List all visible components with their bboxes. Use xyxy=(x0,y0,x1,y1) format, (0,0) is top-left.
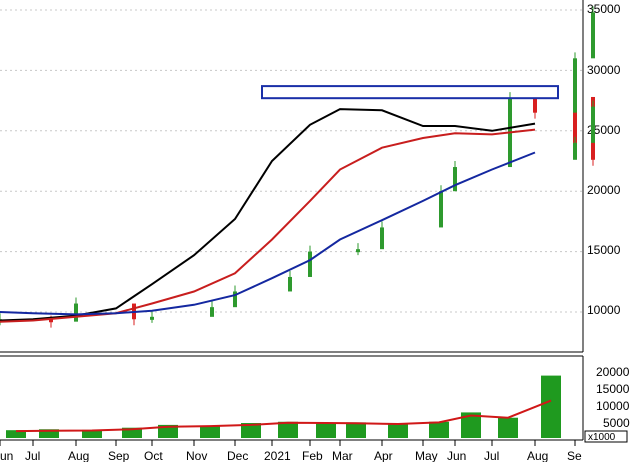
candle-body-25 xyxy=(591,127,595,160)
x-tick-label-9: Mar xyxy=(332,449,353,462)
volume-bar-2 xyxy=(82,429,102,438)
x-tick-label-7: 2021 xyxy=(264,449,291,462)
candle-body-26 xyxy=(573,142,577,160)
y-tick-15000: 15000 xyxy=(587,243,621,257)
candle-body-6 xyxy=(233,291,237,308)
candle-body-28 xyxy=(573,58,577,107)
candle-body-14 xyxy=(533,98,537,113)
candle-body-22 xyxy=(573,96,577,125)
x-tick-label-14: Aug xyxy=(527,449,548,462)
vol-tick-20000: 20000 xyxy=(596,365,630,379)
volume-bar-1 xyxy=(39,429,59,438)
x-tick-label-8: Feb xyxy=(302,449,323,462)
candle-body-12 xyxy=(453,167,457,192)
x-tick-label-0: Jun xyxy=(0,449,13,462)
ma-long-line xyxy=(0,151,536,316)
x-tick-label-11: May xyxy=(415,449,438,462)
candle-body-27 xyxy=(591,106,595,143)
candle-body-11 xyxy=(439,191,443,228)
x-tick-label-15: Se xyxy=(567,449,582,462)
candle-body-1 xyxy=(49,319,53,323)
volume-ma-line xyxy=(15,399,552,433)
volume-bar-15 xyxy=(541,375,561,438)
y-tick-30000: 30000 xyxy=(587,63,621,77)
volume-bar-0 xyxy=(6,430,26,438)
candle-body-5 xyxy=(210,307,214,317)
volume-bar-10 xyxy=(388,424,408,438)
volume-bar-11 xyxy=(429,421,449,438)
volume-bar-4 xyxy=(158,424,178,438)
candle-body-9 xyxy=(356,249,360,253)
x-tick-label-10: Apr xyxy=(374,449,393,462)
x-tick-label-1: Jul xyxy=(25,449,40,462)
candle-body-24 xyxy=(573,112,577,128)
y-tick-35000: 35000 xyxy=(587,2,621,16)
candle-body-7 xyxy=(288,276,292,292)
resistance-zone xyxy=(261,85,559,100)
vol-tick-10000: 10000 xyxy=(596,399,630,413)
volume-bar-9 xyxy=(346,422,366,438)
volume-bar-5 xyxy=(200,425,220,438)
ma-short-line xyxy=(0,108,536,322)
volume-bar-12 xyxy=(461,412,481,438)
candle-body-10 xyxy=(380,227,384,250)
candle-body-29 xyxy=(591,12,595,59)
candle-body-2 xyxy=(74,303,78,322)
ma-mid-line xyxy=(0,128,536,323)
volume-bar-13 xyxy=(498,417,518,438)
volume-bar-7 xyxy=(278,421,298,438)
y-tick-10000: 10000 xyxy=(587,303,621,317)
volume-unit-label: x1000 xyxy=(588,432,616,443)
x-tick-label-3: Sep xyxy=(108,449,130,462)
x-tick-label-4: Oct xyxy=(144,449,163,462)
volume-bar-6 xyxy=(241,423,261,438)
volume-bar-3 xyxy=(122,427,142,438)
x-tick-label-2: Aug xyxy=(68,449,89,462)
x-tick-label-12: Jun xyxy=(447,449,466,462)
vol-tick-15000: 15000 xyxy=(596,382,630,396)
y-tick-20000: 20000 xyxy=(587,183,621,197)
vol-tick-5000: 5000 xyxy=(603,416,630,430)
x-tick-label-6: Dec xyxy=(227,449,248,462)
y-tick-25000: 25000 xyxy=(587,123,621,137)
volume-bar-8 xyxy=(316,423,336,438)
candle-body-4 xyxy=(150,316,154,320)
x-tick-label-13: Jul xyxy=(484,449,499,462)
x-tick-label-5: Nov xyxy=(186,449,207,462)
candle-body-20 xyxy=(573,130,577,143)
candle-body-8 xyxy=(308,251,312,277)
volume-unit-box xyxy=(584,430,628,443)
